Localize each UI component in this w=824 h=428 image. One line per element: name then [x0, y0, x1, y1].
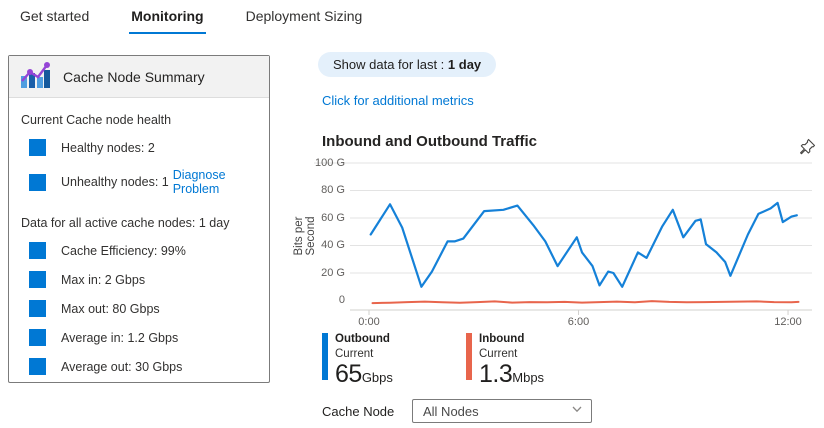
list-item: Max out: 80 Gbps [29, 300, 259, 317]
list-item: Max in: 2 Gbps [29, 271, 259, 288]
additional-metrics-link[interactable]: Click for additional metrics [322, 93, 474, 108]
traffic-chart: Inbound and Outbound Traffic 100 G 80 G 60… [293, 133, 824, 333]
section-heading: Data for all active cache nodes: 1 day [21, 216, 230, 230]
tab-deployment-sizing[interactable]: Deployment Sizing [245, 8, 363, 24]
legend-current-value: 1.3Mbps [479, 362, 544, 387]
cache-node-summary-header: Cache Node Summary [9, 56, 269, 98]
legend-value-unit: Gbps [361, 370, 393, 385]
y-axis-tick-label: 80 G [321, 184, 345, 196]
outbound-series-line [369, 201, 798, 288]
list-item: Average out: 30 Gbps [29, 358, 259, 375]
item-label: Max out: 80 Gbps [61, 301, 160, 316]
item-label: Healthy nodes: 2 [61, 140, 155, 155]
legend-sub-label: Current [335, 347, 374, 360]
blue-square-bullet-icon [29, 271, 46, 288]
list-item: Unhealthy nodes: 1 Diagnose Problem [29, 168, 259, 196]
legend-value-number: 65 [335, 360, 362, 388]
legend-inbound: Inbound Current 1.3Mbps [466, 333, 544, 387]
y-axis-label: Bits per Second [293, 216, 317, 256]
chevron-down-icon [571, 402, 583, 420]
item-label: Average out: 30 Gbps [61, 359, 183, 374]
show-data-range-pill[interactable]: Show data for last : 1 day [318, 52, 497, 77]
legend-outbound: Outbound Current 65Gbps [322, 333, 393, 387]
y-axis-tick-label: 20 G [321, 266, 345, 279]
legend-value-unit: Mbps [512, 370, 545, 385]
legend-current-value: 65Gbps [335, 362, 393, 387]
item-label: Max in: 2 Gbps [61, 272, 146, 287]
item-label: Cache Efficiency: 99% [61, 243, 186, 258]
blue-square-bullet-icon [29, 139, 46, 156]
legend-series-name: Outbound [335, 333, 390, 345]
pin-icon[interactable] [796, 137, 818, 159]
chart-title: Inbound and Outbound Traffic [322, 133, 537, 150]
y-axis-tick-label: 40 G [321, 239, 345, 251]
inbound-series-line [371, 300, 800, 305]
tab-get-started[interactable]: Get started [20, 8, 90, 24]
chart-plot-area [314, 162, 812, 315]
item-label: Unhealthy nodes: 1 [61, 175, 169, 189]
tab-bar: Get started Monitoring Deployment Sizing [18, 6, 364, 34]
card-body: Current Cache node health Healthy nodes: … [9, 98, 269, 375]
legend-color-bar [466, 333, 472, 380]
cache-node-summary-card: Cache Node Summary Current Cache node he… [8, 55, 270, 383]
cache-node-dropdown-value: All Nodes [423, 403, 479, 419]
legend-texts: Outbound Current 65Gbps [335, 333, 393, 387]
legend-value-number: 1.3 [479, 360, 513, 388]
legend-sub-label: Current [479, 347, 518, 360]
blue-square-bullet-icon [29, 358, 46, 375]
list-item: Cache Efficiency: 99% [29, 242, 259, 259]
pill-value: 1 day [447, 57, 482, 72]
diagnose-problem-link[interactable]: Diagnose Problem [172, 168, 226, 196]
x-axis-tick-label: 0:00 [358, 316, 380, 328]
y-axis-tick-label: 100 G [315, 156, 345, 169]
list-item: Healthy nodes: 2 [29, 139, 259, 156]
y-axis-tick-label: 0 [338, 294, 345, 306]
blue-square-bullet-icon [29, 173, 46, 191]
x-axis-tick-label: 12:00 [774, 316, 802, 328]
blue-square-bullet-icon [29, 242, 46, 259]
pill-prefix: Show data for last : [333, 57, 445, 72]
y-axis-tick-label: 60 G [321, 211, 345, 224]
card-title: Cache Node Summary [63, 68, 205, 85]
tab-monitoring[interactable]: Monitoring [129, 6, 206, 34]
blue-square-bullet-icon [29, 329, 46, 346]
legend-texts: Inbound Current 1.3Mbps [479, 333, 544, 387]
blue-square-bullet-icon [29, 300, 46, 317]
bar-line-chart-icon [20, 59, 50, 94]
item-label: Average in: 1.2 Gbps [61, 330, 179, 345]
section-heading: Current Cache node health [21, 113, 172, 127]
legend-color-bar [322, 333, 328, 380]
x-axis-tick-label: 6:00 [567, 316, 590, 328]
cache-node-selector-label: Cache Node [322, 404, 395, 419]
list-item: Average in: 1.2 Gbps [29, 329, 259, 346]
cache-node-dropdown[interactable]: All Nodes [412, 399, 592, 423]
legend-series-name: Inbound [479, 333, 525, 345]
